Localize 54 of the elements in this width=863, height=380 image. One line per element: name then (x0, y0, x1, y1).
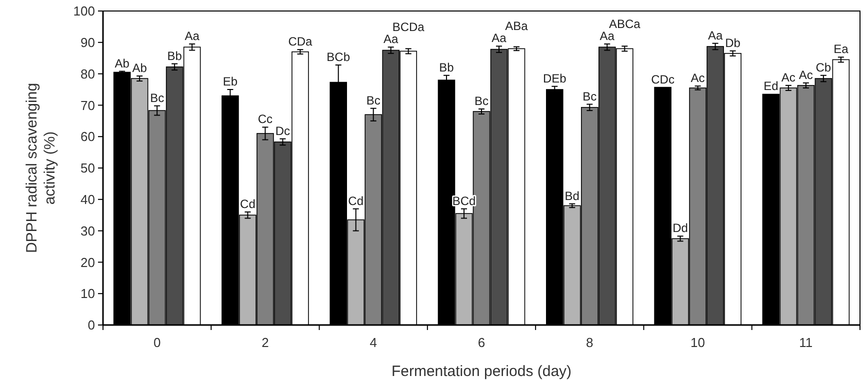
y-axis-title: DPPH radical scavenging activity (%) (24, 82, 58, 254)
y-tick-label: 50 (80, 160, 95, 176)
y-tick-label: 30 (80, 223, 95, 238)
data-label: CDa (288, 34, 313, 49)
y-tick-label: 10 (80, 286, 95, 302)
data-label: Db (725, 36, 741, 50)
data-label: ABCa (608, 16, 641, 31)
data-label: BCb (326, 50, 350, 64)
data-label: Ac (781, 70, 796, 84)
y-tick-label: 20 (80, 254, 95, 270)
data-label: Bc (150, 90, 164, 105)
data-label: Aa (492, 31, 507, 46)
data-label: Eb (222, 74, 238, 88)
y-tick-label: 80 (80, 66, 95, 82)
x-tick-label: 10 (690, 335, 706, 350)
data-label: Bc (366, 93, 380, 108)
data-label: Cb (816, 60, 832, 74)
data-label: Bd (564, 188, 580, 203)
data-label: CDc (651, 72, 674, 86)
data-label: Bc (474, 94, 489, 108)
y-tick-label: 0 (88, 318, 95, 333)
data-label: Bb (439, 60, 454, 74)
data-label: Ac (690, 71, 705, 86)
data-label: Aa (600, 28, 615, 43)
x-tick-label: 4 (370, 335, 377, 350)
y-tick-label: 60 (80, 129, 95, 144)
data-label: Ed (764, 79, 778, 94)
x-tick-label: 0 (153, 335, 161, 350)
data-label: BCDa (392, 20, 425, 34)
data-label: Bc (582, 89, 597, 104)
data-label: Ac (798, 68, 813, 82)
data-label: Dd (672, 221, 688, 236)
data-label: ABa (505, 19, 528, 34)
data-label: Cc (258, 112, 273, 126)
data-label: Aa (708, 28, 723, 42)
data-label: Ab (132, 61, 148, 75)
x-tick-label: 2 (262, 335, 269, 350)
data-label: Dc (275, 124, 290, 138)
y-tick-label: 100 (73, 4, 95, 19)
data-label: Cd (240, 196, 256, 211)
x-axis-title: Fermentation periods (day) (391, 363, 572, 380)
x-tick-label: 11 (799, 335, 813, 350)
data-label: Aa (184, 28, 200, 43)
data-label: Bb (167, 48, 182, 63)
data-label: Aa (384, 32, 399, 46)
data-label: Ab (114, 56, 130, 70)
x-tick-label: 8 (586, 335, 594, 350)
data-label: Cd (348, 194, 364, 208)
y-tick-label: 70 (80, 98, 95, 113)
y-tick-label: 40 (80, 192, 95, 207)
data-label: Ea (834, 42, 849, 56)
x-tick-label: 6 (478, 335, 486, 350)
y-tick-label: 90 (80, 34, 95, 50)
data-label: DEb (542, 71, 567, 86)
